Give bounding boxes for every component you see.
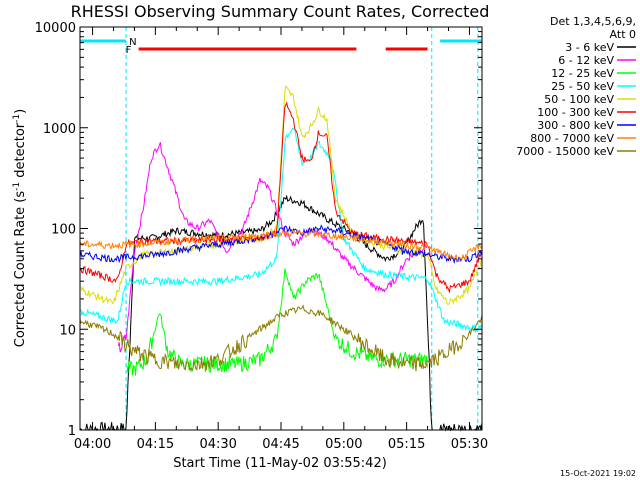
plot-frame [79, 26, 483, 431]
series-line-0 [79, 194, 483, 432]
legend-header-line1: Det 1,3,4,5,6,9, [550, 15, 636, 28]
x-tick-label-6: 05:30 [451, 437, 488, 452]
y-axis-label-main: Corrected Count Rate (s [13, 191, 28, 348]
flare-flag-label: F [126, 45, 132, 56]
legend-label-0: 3 - 6 keV [565, 41, 614, 54]
y-axis-label-end: ) [13, 109, 28, 114]
series-line-3 [79, 126, 483, 334]
x-axis-label: Start Time (11-May-02 03:55:42) [173, 456, 387, 471]
legend-label-2: 12 - 25 keV [551, 67, 614, 80]
y-axis-label: Corrected Count Rate (s-1 detector-1) [12, 109, 28, 347]
legend-label-8: 7000 - 15000 keV [516, 145, 614, 158]
series-line-2 [126, 268, 428, 376]
y-tick-label-0: 1 [68, 424, 76, 439]
series-line-6 [79, 224, 483, 265]
legend-label-4: 50 - 100 keV [544, 93, 614, 106]
legend-label-3: 25 - 50 keV [551, 80, 614, 93]
y-axis-label-sup1: -1 [12, 182, 22, 191]
y-tick-label-4: 10000 [35, 21, 76, 36]
chart-title: RHESSI Observing Summary Count Rates, Co… [71, 2, 490, 21]
legend-label-7: 800 - 7000 keV [530, 132, 614, 145]
legend-label-5: 100 - 300 keV [537, 106, 614, 119]
series-layer [79, 85, 483, 432]
x-tick-label-2: 04:30 [199, 437, 236, 452]
y-tick-label-1: 10 [59, 323, 76, 338]
series-line-5 [79, 101, 483, 294]
legend-header-line2: Att 0 [610, 28, 636, 41]
x-tick-label-4: 05:00 [325, 437, 362, 452]
x-tick-label-0: 04:00 [74, 437, 111, 452]
y-axis-label-mid: detector [13, 122, 28, 182]
y-axis-label-sup2: -1 [12, 114, 22, 123]
x-tick-label-3: 04:45 [262, 437, 299, 452]
legend-label-6: 300 - 800 keV [537, 119, 614, 132]
series-line-4 [79, 85, 483, 305]
series-line-8 [79, 304, 483, 373]
x-tick-label-1: 04:15 [137, 437, 174, 452]
legend-label-1: 6 - 12 keV [558, 54, 614, 67]
axis-ticks: 04:00 04:15 04:30 04:45 05:00 05:15 05:30 1 10 10… [35, 21, 489, 452]
y-tick-label-2: 100 [51, 223, 76, 238]
night-flag-label: N [129, 37, 136, 48]
flag-layer: NF [80, 37, 482, 56]
series-line-7 [79, 228, 483, 263]
series-line-1 [117, 142, 428, 353]
y-tick-label-3: 1000 [43, 122, 76, 137]
footer-timestamp: 15-Oct-2021 19:02 [560, 469, 636, 478]
x-tick-label-5: 05:15 [388, 437, 425, 452]
